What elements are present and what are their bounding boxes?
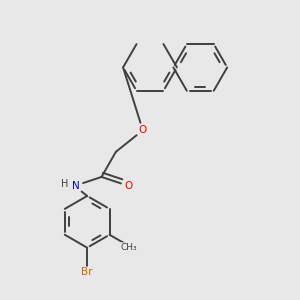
Text: CH₃: CH₃	[120, 243, 137, 252]
Text: N: N	[72, 181, 80, 191]
Text: H: H	[61, 179, 68, 189]
Text: O: O	[124, 181, 133, 191]
Text: Br: Br	[81, 267, 93, 277]
Text: O: O	[139, 125, 147, 135]
